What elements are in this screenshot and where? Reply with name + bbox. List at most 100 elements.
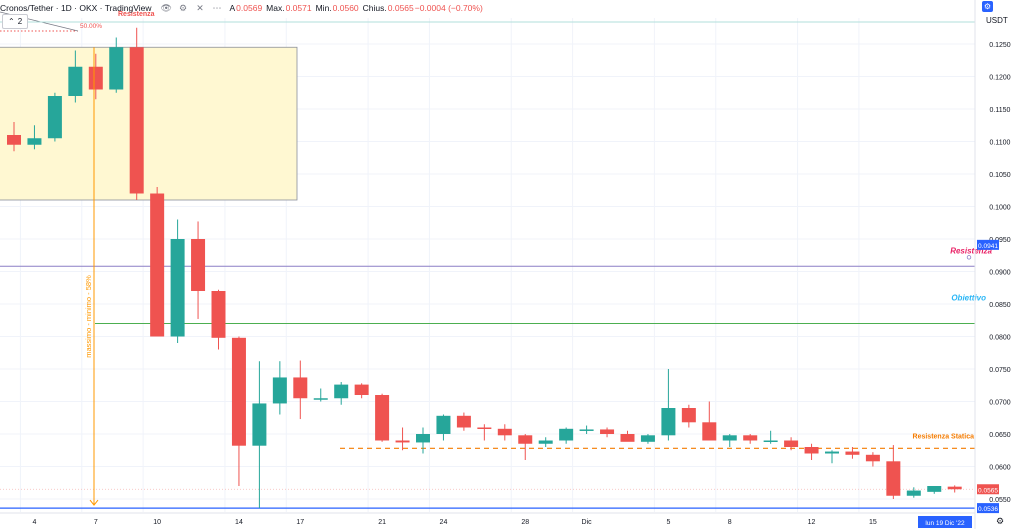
price-tick-label: 0.0550 (989, 497, 1011, 504)
candle-body[interactable] (334, 384, 349, 399)
more-icon[interactable]: ⋯ (212, 2, 222, 13)
candle-body[interactable] (27, 138, 42, 145)
candle-body[interactable] (600, 429, 615, 434)
price-badge[interactable] (977, 484, 999, 495)
candle-body[interactable] (395, 440, 410, 443)
resistance-label: Resistenza (950, 246, 992, 255)
price-tick-label: 0.0650 (989, 432, 1011, 439)
price-tick-label: 0.1200 (989, 75, 1011, 82)
candle-body[interactable] (886, 461, 901, 496)
price-tick-label: 0.1000 (989, 205, 1011, 212)
time-tick-label: 4 (32, 519, 36, 526)
measure-arrow-head (89, 499, 99, 506)
candle-body[interactable] (68, 66, 83, 96)
price-badge[interactable] (977, 239, 999, 250)
indicator-count: 2 (17, 17, 23, 26)
chevron-icon: ⌃ (8, 17, 15, 26)
candle-body[interactable] (743, 435, 758, 441)
change-value: −0.0004 (−0.70%) (414, 3, 483, 13)
candle-body[interactable] (640, 435, 655, 442)
settings-icon[interactable]: ⚙ (178, 2, 188, 13)
candle-body[interactable] (477, 427, 492, 430)
candle-body[interactable] (906, 490, 921, 496)
price-badge[interactable] (977, 503, 999, 514)
candle-body[interactable] (313, 398, 328, 400)
candle-body[interactable] (109, 47, 124, 90)
price-badge-label: 0.0565 (978, 487, 998, 494)
candle-body[interactable] (620, 434, 635, 442)
candle-body[interactable] (825, 451, 839, 454)
close-value: 0.0565 (387, 3, 414, 13)
close-label: Chius. (362, 3, 387, 13)
candle-body[interactable] (763, 440, 778, 443)
candle-body[interactable] (702, 422, 717, 441)
candle-body[interactable] (947, 486, 962, 490)
candle-body[interactable] (456, 415, 471, 428)
legend-header: Cronos/Tether · 1D · OKX · TradingView 👁… (0, 1, 483, 15)
open-label: A (229, 3, 236, 13)
open-value: 0.0569 (236, 3, 263, 13)
candle-body[interactable] (170, 239, 185, 337)
candle-body[interactable] (416, 434, 430, 443)
candle-body[interactable] (293, 377, 308, 399)
time-tick-label: 12 (808, 519, 816, 526)
close-icon[interactable]: ✕ (196, 2, 204, 13)
candle-body[interactable] (579, 429, 594, 431)
candle-body[interactable] (518, 435, 533, 444)
indicator-badge[interactable]: ⌃ 2 (2, 14, 29, 29)
candle-body[interactable] (231, 337, 246, 446)
price-tick-label: 0.0800 (989, 335, 1011, 342)
candle-body[interactable] (681, 408, 696, 423)
candle-body[interactable] (784, 440, 799, 448)
candle-body[interactable] (354, 384, 369, 395)
symbol-title[interactable]: Cronos/Tether · 1D · OKX · TradingView (0, 3, 152, 13)
time-axis[interactable]: 4 7 10 14 17 21 24 28 Dic 5 8 12 15 lun 19 Dic '22 ⚙ (0, 512, 1004, 528)
eye-icon[interactable]: 👁 (160, 2, 172, 13)
candle-body[interactable] (865, 454, 880, 462)
high-value: 0.0571 (285, 3, 312, 13)
gear-icon[interactable]: ⚙ (982, 1, 993, 12)
price-tick-label: 0.0850 (989, 302, 1011, 309)
candle-body[interactable] (661, 408, 676, 436)
measure-label: massimo - minimo - 58% (84, 275, 93, 358)
candle-body[interactable] (272, 377, 287, 404)
candle-body[interactable] (559, 428, 574, 441)
price-axis[interactable]: 0.1250 0.1200 0.1150 0.1100 0.1050 0.1000 0.09… (974, 0, 1011, 529)
time-tick-label: 28 (521, 519, 529, 526)
candle-body[interactable] (804, 447, 819, 454)
resistance-zone-rect[interactable] (0, 46, 298, 201)
date-badge[interactable] (918, 516, 972, 528)
candle-body[interactable] (252, 403, 267, 446)
date-badge-label: lun 19 Dic '22 (925, 520, 965, 527)
candle-body[interactable] (375, 395, 390, 441)
candle-body[interactable] (845, 451, 860, 455)
candle-body[interactable] (7, 135, 21, 145)
candle-body[interactable] (538, 440, 553, 444)
candle-body[interactable] (129, 47, 144, 194)
candle-body[interactable] (88, 66, 103, 90)
time-tick-label: Dic (582, 519, 593, 526)
candle-body[interactable] (436, 415, 451, 434)
candle-body[interactable] (211, 291, 226, 338)
time-tick-label: 24 (440, 519, 448, 526)
candle-body[interactable] (722, 435, 737, 441)
candles-layer (7, 27, 962, 509)
time-tick-label: 7 (94, 519, 98, 526)
static-resistance-label: Resistenza Statica (913, 433, 975, 440)
candle-body[interactable] (47, 96, 62, 139)
fib-50-label: 50.00% (80, 23, 102, 30)
price-tick-label: 0.1100 (990, 140, 1011, 147)
time-tick-label: 8 (728, 519, 732, 526)
annotation-zone-layer: 50.00% Resistenza (0, 11, 298, 201)
candle-body[interactable] (191, 239, 206, 291)
candle-body[interactable] (150, 193, 165, 337)
currency-label[interactable]: USDT (986, 16, 1008, 25)
time-tick-label: 14 (235, 519, 243, 526)
target-label: Obiettivo (951, 294, 986, 303)
price-tick-label: 0.1250 (989, 42, 1011, 49)
time-tick-label: 21 (378, 519, 386, 526)
candle-body[interactable] (927, 486, 942, 492)
settings-icon[interactable]: ⚙ (996, 517, 1004, 527)
candle-body[interactable] (497, 428, 512, 436)
